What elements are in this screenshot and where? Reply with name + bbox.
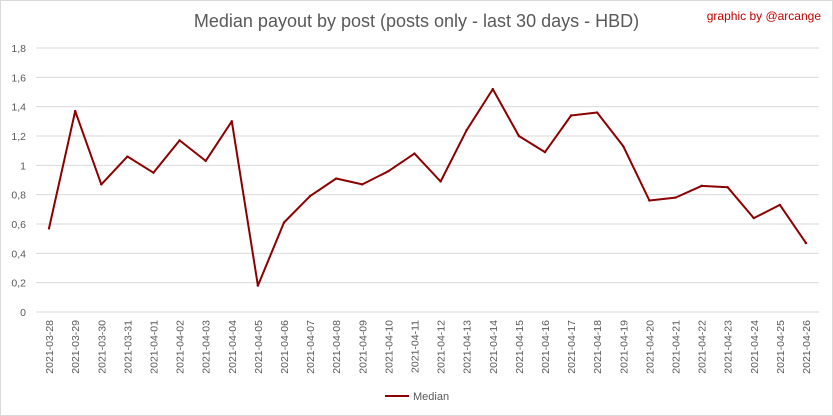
- y-tick-label: 0: [20, 307, 26, 319]
- x-tick-label: 2021-04-17: [566, 320, 578, 374]
- x-tick-label: 2021-04-09: [357, 320, 369, 374]
- y-tick-label: 1,8: [11, 43, 26, 55]
- x-tick-label: 2021-04-24: [749, 320, 761, 374]
- data-point: [126, 155, 129, 158]
- data-point: [256, 284, 260, 287]
- data-point: [648, 199, 651, 202]
- data-point: [622, 145, 625, 148]
- y-tick-label: 1: [20, 160, 26, 172]
- x-tick-label: 2021-04-14: [488, 320, 500, 374]
- y-tick-label: 1,4: [11, 102, 26, 114]
- x-tick-label: 2021-04-19: [618, 320, 630, 374]
- x-tick-label: 2021-04-16: [540, 320, 552, 374]
- x-tick-label: 2021-04-23: [723, 320, 735, 374]
- gridlines: [36, 47, 819, 313]
- data-point: [413, 152, 416, 155]
- data-point: [752, 216, 755, 220]
- legend: Median: [385, 391, 449, 403]
- x-tick-label: 2021-03-30: [96, 320, 108, 374]
- data-point: [308, 194, 312, 198]
- x-tick-label: 2021-04-02: [175, 320, 187, 374]
- x-tick-label: 2021-04-18: [592, 320, 604, 374]
- data-point: [491, 87, 494, 91]
- x-tick-label: 2021-04-04: [227, 320, 239, 374]
- data-point: [361, 183, 364, 186]
- data-point: [804, 241, 808, 245]
- data-point: [387, 170, 390, 173]
- x-tick-label: 2021-04-12: [436, 320, 448, 374]
- x-tick-label: 2021-04-26: [801, 320, 813, 374]
- y-tick-label: 0,6: [11, 219, 26, 231]
- y-tick-label: 0,4: [11, 248, 26, 260]
- chart-title: Median payout by post (posts only - last…: [193, 11, 640, 31]
- x-tick-label: 2021-04-01: [148, 320, 160, 374]
- x-tick-label: 2021-04-03: [201, 320, 213, 374]
- x-tick-label: 2021-04-22: [697, 320, 709, 374]
- y-axis-ticks: 0 0,2 0,4 0,6 0,8 1 1,2 1,4 1,6 1,8: [11, 43, 26, 319]
- data-point: [543, 150, 547, 154]
- data-point: [204, 159, 207, 163]
- x-tick-label: 2021-04-10: [383, 320, 395, 374]
- x-tick-label: 2021-04-25: [775, 320, 787, 374]
- series-line-median: [48, 88, 807, 287]
- data-point: [178, 139, 181, 142]
- data-point: [152, 171, 155, 174]
- data-point: [465, 128, 468, 132]
- x-tick-label: 2021-04-15: [514, 320, 526, 374]
- x-tick-label: 2021-03-31: [122, 320, 134, 374]
- data-point: [700, 184, 703, 188]
- x-tick-label: 2021-04-06: [279, 320, 291, 374]
- x-tick-label: 2021-04-20: [644, 320, 656, 374]
- data-point: [334, 177, 338, 180]
- y-tick-label: 0,8: [11, 190, 26, 202]
- data-point: [100, 183, 103, 186]
- data-point: [778, 203, 782, 207]
- data-point: [674, 196, 677, 199]
- legend-label: Median: [413, 391, 449, 403]
- y-tick-label: 1,2: [11, 131, 26, 143]
- data-point: [595, 111, 599, 114]
- data-point: [517, 134, 521, 138]
- data-point: [726, 186, 729, 189]
- data-point: [282, 221, 286, 224]
- credit-label: graphic by @arcange: [706, 9, 821, 23]
- y-tick-label: 0,2: [11, 278, 26, 290]
- x-tick-label: 2021-04-21: [670, 320, 682, 374]
- data-point: [230, 120, 233, 123]
- data-point: [439, 180, 442, 183]
- x-tick-label: 2021-04-13: [462, 320, 474, 374]
- y-tick-label: 1,6: [11, 72, 26, 84]
- x-tick-label: 2021-03-28: [44, 320, 56, 374]
- x-axis-ticks: 2021-03-28 2021-03-29 2021-03-30 2021-03-31…: [44, 320, 813, 374]
- x-tick-label: 2021-04-08: [331, 320, 343, 374]
- series-layer: [47, 87, 808, 287]
- x-tick-label: 2021-04-05: [253, 320, 265, 374]
- x-tick-label: 2021-04-07: [305, 320, 317, 374]
- x-tick-label: 2021-04-11: [409, 320, 421, 373]
- data-point: [73, 109, 77, 113]
- x-tick-label: 2021-03-29: [70, 320, 82, 374]
- data-point: [569, 114, 573, 117]
- data-point: [47, 227, 51, 230]
